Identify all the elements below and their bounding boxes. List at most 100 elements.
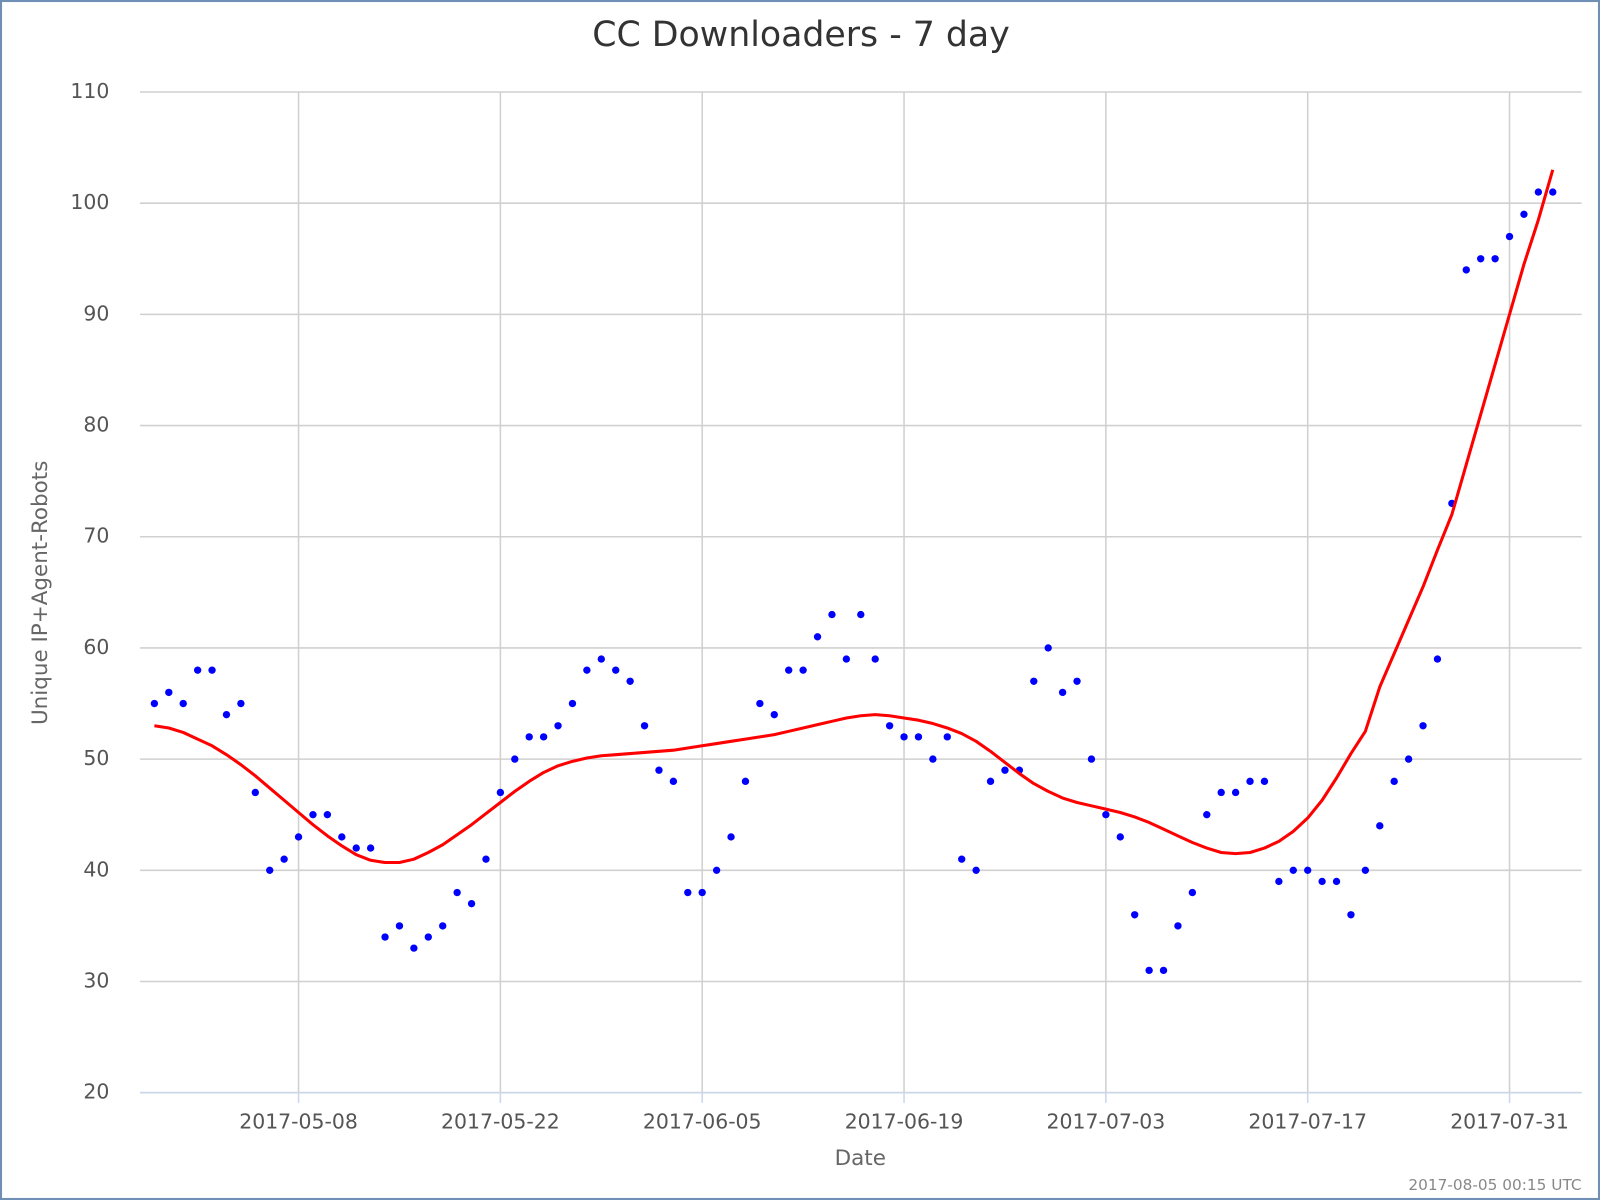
data-point <box>554 722 562 730</box>
data-point <box>1419 722 1427 730</box>
data-point <box>914 733 923 741</box>
x-tick-label: 2017-07-03 <box>1047 1109 1166 1133</box>
y-axis-label: Unique IP+Agent-Robots <box>28 461 53 725</box>
data-point <box>684 888 692 897</box>
y-tick-label: 90 <box>83 301 109 325</box>
data-point <box>1203 811 1211 819</box>
x-tick-label: 2017-06-05 <box>643 1109 762 1133</box>
x-tick-label: 2017-07-31 <box>1450 1109 1569 1133</box>
data-point <box>1505 232 1514 241</box>
data-point <box>280 855 288 863</box>
data-point <box>352 844 360 852</box>
data-point <box>525 733 533 741</box>
data-point <box>439 922 447 930</box>
x-axis-label: Date <box>835 1146 886 1171</box>
data-point <box>986 777 995 786</box>
data-point <box>539 733 548 741</box>
data-point <box>1289 866 1297 874</box>
data-point <box>813 633 822 641</box>
y-tick-label: 40 <box>83 857 109 881</box>
data-point <box>626 677 634 685</box>
data-point <box>1044 644 1052 652</box>
data-point <box>727 833 735 841</box>
data-point <box>712 866 721 874</box>
data-point <box>1534 188 1543 196</box>
data-point <box>972 866 980 874</box>
data-point <box>1462 266 1470 274</box>
data-point <box>669 777 678 786</box>
data-point <box>741 777 750 786</box>
data-point <box>1549 188 1557 196</box>
y-tick-label: 20 <box>83 1080 109 1104</box>
trend-line <box>154 169 1555 865</box>
data-point <box>828 610 836 619</box>
x-tick-label: 2017-06-19 <box>845 1109 964 1133</box>
data-point <box>1174 922 1182 930</box>
data-point <box>799 666 807 674</box>
data-point <box>208 666 216 674</box>
y-tick-label: 110 <box>70 79 109 103</box>
data-point <box>1087 755 1096 763</box>
data-point <box>381 933 389 941</box>
data-point <box>1318 877 1326 886</box>
data-point <box>323 811 332 819</box>
y-tick-label: 50 <box>83 746 109 770</box>
data-point <box>1361 866 1370 874</box>
data-point <box>1520 210 1528 218</box>
data-point <box>338 833 346 841</box>
data-point <box>1116 833 1124 841</box>
data-point <box>1217 788 1225 797</box>
data-point <box>1390 777 1398 786</box>
y-tick-label: 80 <box>83 413 109 437</box>
data-point <box>1260 777 1269 786</box>
data-point <box>496 788 505 797</box>
data-point <box>785 666 793 674</box>
x-tick-label: 2017-07-17 <box>1248 1109 1367 1133</box>
y-tick-label: 60 <box>83 635 109 659</box>
data-point <box>165 688 173 697</box>
data-point <box>958 855 966 863</box>
data-point <box>1332 877 1341 886</box>
y-tick-label: 100 <box>70 190 109 214</box>
data-point <box>1159 966 1168 975</box>
data-point <box>1102 811 1110 819</box>
data-point <box>1073 677 1081 685</box>
data-point <box>193 666 202 674</box>
data-point <box>1058 688 1067 697</box>
data-point <box>453 888 461 897</box>
data-point <box>1145 966 1153 975</box>
data-point <box>770 710 778 719</box>
data-point <box>857 610 865 619</box>
data-point <box>366 844 375 852</box>
data-point <box>309 811 317 819</box>
data-point <box>251 788 259 797</box>
data-point <box>943 733 951 741</box>
data-point <box>929 755 937 763</box>
timestamp: 2017-08-05 00:15 UTC <box>1408 1176 1581 1194</box>
data-point <box>1477 255 1485 263</box>
data-point <box>1030 677 1038 685</box>
data-point <box>1304 866 1312 874</box>
data-point <box>900 733 908 741</box>
data-point <box>266 866 274 874</box>
data-point <box>467 899 476 908</box>
data-point <box>1404 755 1413 763</box>
data-point <box>1131 911 1139 919</box>
data-point <box>1246 777 1254 786</box>
data-point <box>511 755 519 763</box>
data-point <box>1491 255 1499 263</box>
data-point <box>885 722 894 730</box>
data-point <box>583 666 591 674</box>
data-point <box>294 833 303 841</box>
data-point <box>179 699 187 708</box>
data-point <box>1347 911 1355 919</box>
data-point <box>568 699 577 708</box>
data-point <box>655 766 663 774</box>
data-point <box>150 699 159 708</box>
x-tick-label: 2017-05-22 <box>441 1109 560 1133</box>
chart-title: CC Downloaders - 7 day <box>592 15 1010 55</box>
x-tick-label: 2017-05-08 <box>239 1109 358 1133</box>
data-point <box>698 888 706 897</box>
